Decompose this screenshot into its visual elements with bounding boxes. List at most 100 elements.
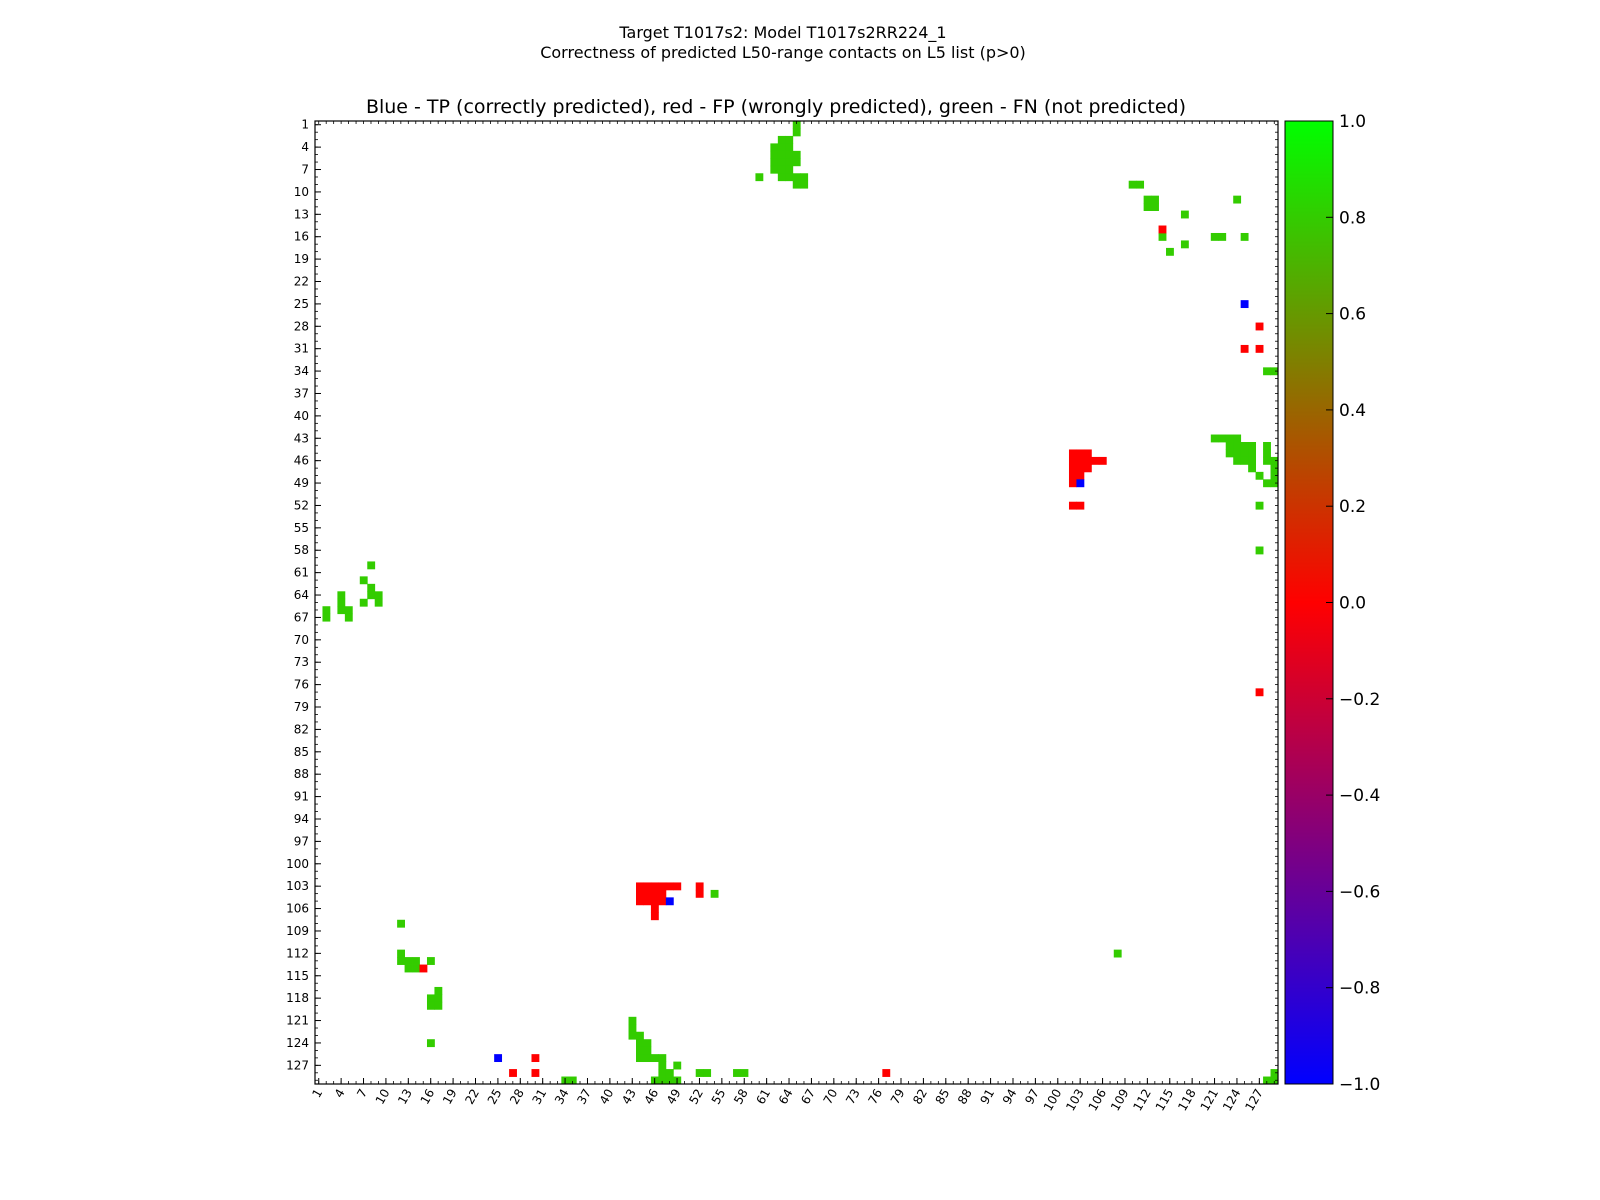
- y-tick-label: 7: [301, 163, 309, 177]
- contact-cell-fp: [673, 882, 682, 891]
- contact-cell-fp: [658, 897, 667, 906]
- contact-cell-fn: [658, 1061, 667, 1070]
- contact-cell-fp: [643, 889, 652, 898]
- y-tick-label: 85: [294, 745, 309, 759]
- x-tick-label: 28: [507, 1087, 527, 1107]
- y-tick-label: 25: [294, 297, 309, 311]
- contact-cell-fp: [658, 889, 667, 898]
- contact-cell-tp: [1240, 300, 1249, 309]
- contact-cell-fn: [1240, 442, 1249, 450]
- contact-cell-fn: [1143, 203, 1152, 211]
- contact-cell-fn: [650, 1054, 659, 1063]
- contact-cell-fn: [367, 591, 376, 600]
- contact-cell-fn: [344, 606, 353, 615]
- contact-cell-fn: [770, 165, 779, 174]
- colorbar-tick-label: 0.6: [1339, 305, 1366, 325]
- x-tick-label: 88: [955, 1087, 975, 1107]
- contact-cell-fp: [1068, 464, 1077, 473]
- contact-cell-fn: [710, 889, 719, 898]
- contact-cell-fn: [1225, 434, 1234, 443]
- x-tick-label: 7: [354, 1087, 370, 1101]
- contact-cell-fn: [404, 964, 413, 973]
- x-tick-label: 118: [1175, 1087, 1199, 1114]
- contact-cell-fn: [1263, 456, 1271, 465]
- contact-cell-fn: [426, 1001, 435, 1010]
- contact-cell-fp: [658, 882, 667, 891]
- contact-cell-fn: [1180, 240, 1189, 249]
- contact-cell-fn: [695, 1069, 704, 1077]
- contact-cell-fn: [643, 1046, 652, 1055]
- contact-cell-fn: [777, 135, 786, 144]
- contact-cell-fn: [1270, 367, 1279, 376]
- y-tick-label: 4: [301, 140, 309, 154]
- y-tick-label: 31: [294, 342, 309, 356]
- y-tick-label: 55: [294, 521, 309, 535]
- y-tick-label: 112: [286, 946, 309, 960]
- y-tick-label: 106: [286, 902, 309, 916]
- contact-cell-fp: [650, 882, 659, 891]
- contact-cell-fn: [1255, 546, 1264, 555]
- contact-cell-fn: [397, 957, 405, 965]
- y-tick-label: 79: [294, 700, 309, 714]
- y-tick-label: 82: [294, 722, 309, 736]
- contact-cell-fn: [1128, 180, 1137, 189]
- contact-cell-fp: [695, 889, 704, 898]
- y-tick-label: 22: [294, 275, 309, 289]
- y-tick-label: 64: [294, 588, 309, 602]
- x-tick-label: 103: [1063, 1087, 1087, 1114]
- contact-cell-fn: [792, 158, 801, 167]
- contact-cell-fn: [770, 150, 779, 159]
- x-tick-label: 46: [641, 1087, 661, 1107]
- contact-cell-fn: [785, 158, 794, 167]
- y-tick-label: 127: [286, 1058, 309, 1072]
- contact-cell-fn: [367, 561, 376, 570]
- contact-cell-fp: [1068, 479, 1077, 488]
- contact-cell-fp: [650, 912, 659, 921]
- contact-cell-fn: [1218, 232, 1227, 241]
- contact-cell-fn: [1113, 949, 1122, 958]
- contact-cell-fp: [1076, 471, 1085, 480]
- y-tick-label: 61: [294, 566, 309, 580]
- contact-cell-fn: [426, 994, 435, 1003]
- contact-cell-fn: [1151, 195, 1159, 204]
- x-tick-label: 79: [888, 1087, 908, 1107]
- contact-cell-fp: [643, 882, 652, 891]
- contact-cell-fn: [792, 173, 801, 182]
- contact-cell-fp: [1083, 464, 1092, 473]
- contact-cell-fp: [695, 882, 704, 891]
- contact-cell-fn: [636, 1054, 644, 1063]
- contact-cell-fn: [1248, 464, 1257, 473]
- x-tick-label: 43: [619, 1087, 639, 1107]
- y-tick-label: 49: [294, 476, 309, 490]
- contact-cell-fn: [658, 1076, 667, 1085]
- contact-cell-fp: [643, 897, 652, 906]
- contact-cell-fn: [434, 986, 443, 995]
- contact-cell-fn: [1225, 442, 1234, 450]
- contact-cell-fn: [1210, 232, 1219, 241]
- contact-cell-fn: [1270, 1076, 1279, 1085]
- contact-cell-fn: [367, 583, 376, 592]
- x-tick-label: 64: [776, 1087, 796, 1107]
- contact-cells: [322, 121, 1279, 1085]
- contact-cell-fn: [770, 158, 779, 167]
- x-tick-label: 58: [731, 1087, 751, 1107]
- x-tick-label: 121: [1198, 1087, 1222, 1114]
- x-tick-label: 55: [709, 1087, 729, 1107]
- chart-subtitle: Blue - TP (correctly predicted), red - F…: [366, 96, 1186, 118]
- contact-cell-fn: [426, 957, 435, 965]
- contact-cell-fn: [374, 591, 383, 600]
- contact-cell-fn: [404, 957, 413, 965]
- x-tick-label: 76: [865, 1087, 885, 1107]
- contact-cell-fn: [1263, 479, 1271, 488]
- contact-cell-fn: [1240, 456, 1249, 465]
- y-tick-label: 94: [294, 812, 309, 826]
- y-tick-label: 28: [294, 319, 309, 333]
- contact-cell-fp: [1076, 501, 1085, 510]
- x-tick-label: 1: [309, 1087, 325, 1101]
- contact-cell-fn: [636, 1039, 644, 1048]
- contact-cell-fn: [1233, 449, 1242, 458]
- contact-cell-fp: [636, 897, 644, 906]
- contact-cell-fn: [397, 949, 405, 958]
- contact-cell-fn: [785, 173, 794, 182]
- y-tick-label: 34: [294, 364, 309, 378]
